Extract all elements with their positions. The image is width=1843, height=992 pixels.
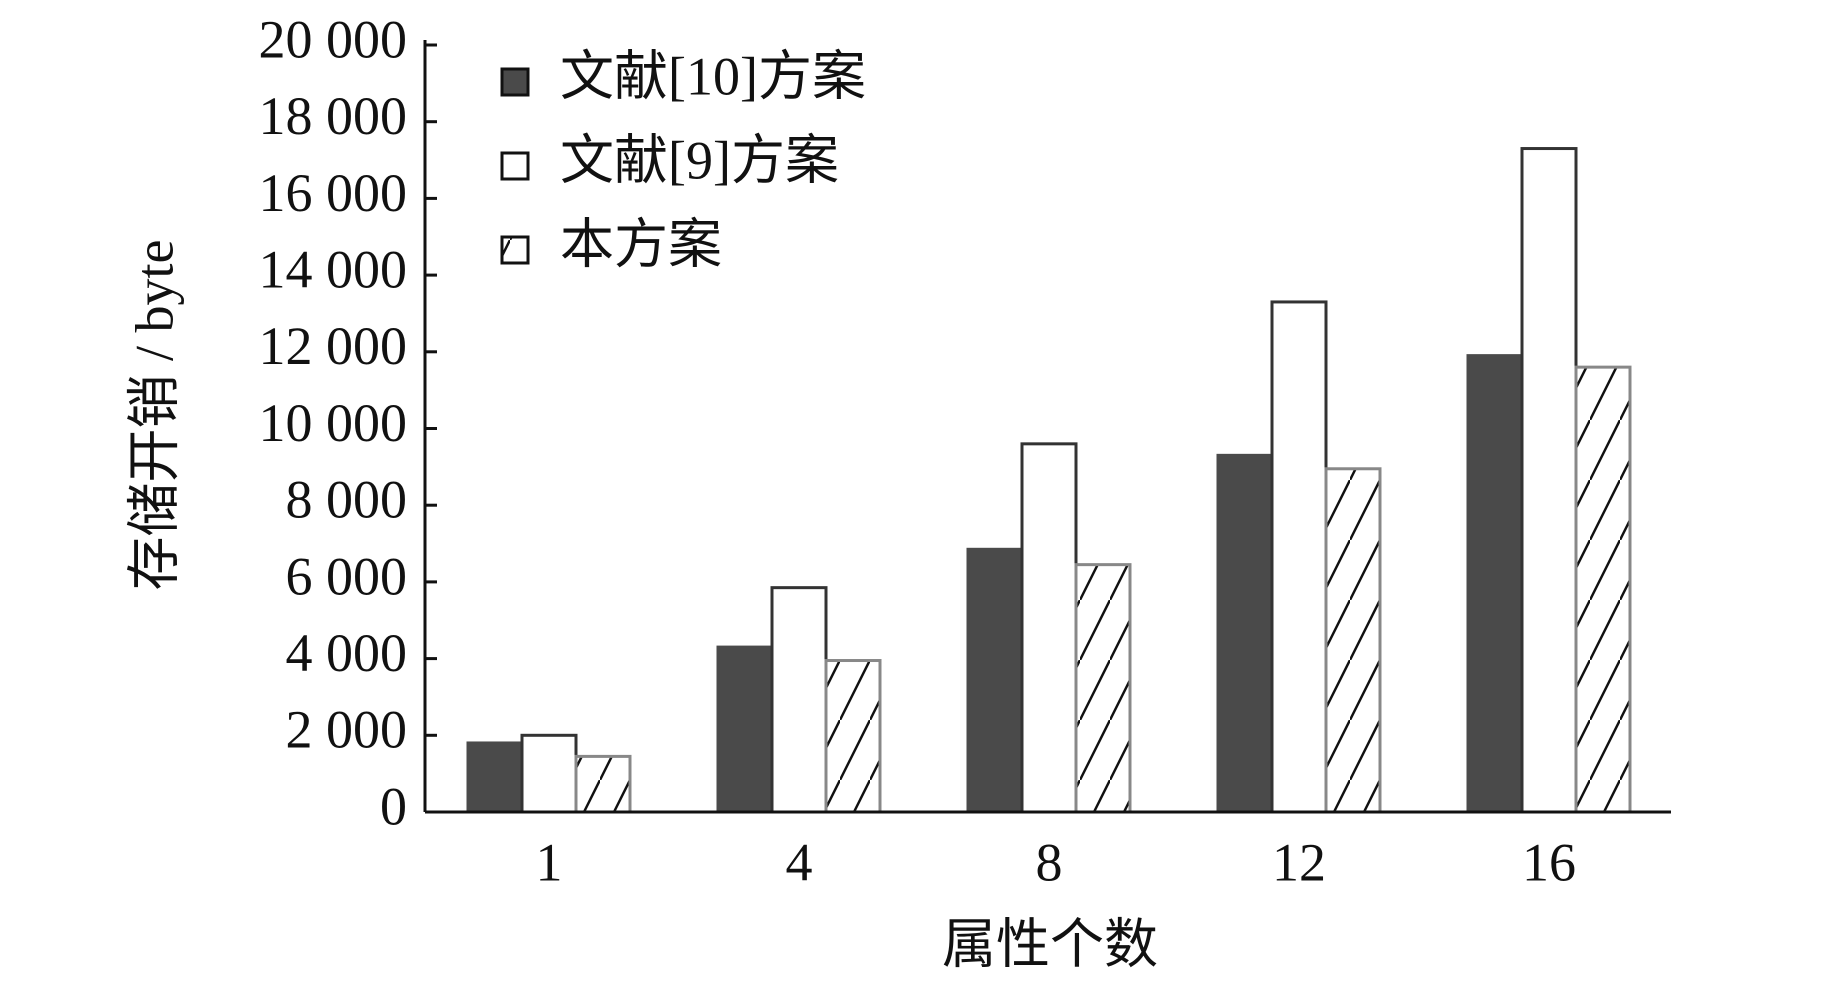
legend-marker xyxy=(500,235,530,265)
x-tick-label: 16 xyxy=(1522,832,1576,892)
bar xyxy=(966,547,1024,814)
legend-marker xyxy=(500,151,530,181)
y-tick-label: 10 000 xyxy=(259,393,408,453)
y-tick-label: 4 000 xyxy=(286,623,408,683)
y-tick-label: 16 000 xyxy=(259,163,408,223)
bar xyxy=(1574,365,1632,814)
bar xyxy=(1074,563,1132,814)
y-tick-label: 8 000 xyxy=(286,470,408,530)
bar xyxy=(716,645,774,814)
y-tick-label: 14 000 xyxy=(259,239,408,299)
bar xyxy=(770,586,828,814)
y-tick-label: 12 000 xyxy=(259,316,408,376)
y-tick-label: 0 xyxy=(380,776,407,836)
x-tick-label: 8 xyxy=(1036,832,1063,892)
bar xyxy=(1466,354,1524,814)
legend-label: 文献[10]方案 xyxy=(560,46,866,106)
bar xyxy=(574,754,632,814)
y-tick-label: 6 000 xyxy=(286,546,408,606)
x-tick-label: 4 xyxy=(786,832,813,892)
bar xyxy=(1324,467,1382,814)
bar xyxy=(824,659,882,814)
bar xyxy=(1216,453,1274,814)
bar xyxy=(1520,147,1578,814)
bar xyxy=(466,741,524,814)
y-axis-label: 存储开销 / byte xyxy=(124,240,184,591)
legend-label: 文献[9]方案 xyxy=(560,130,839,190)
x-tick-label: 12 xyxy=(1272,832,1326,892)
legend-label: 本方案 xyxy=(560,214,722,274)
y-tick-label: 2 000 xyxy=(286,700,408,760)
y-tick-label: 20 000 xyxy=(259,9,408,69)
x-axis-label: 属性个数 xyxy=(942,914,1158,974)
bar xyxy=(520,733,578,814)
legend-marker xyxy=(500,67,530,97)
bar xyxy=(1020,442,1078,814)
y-tick-label: 18 000 xyxy=(259,86,408,146)
x-tick-label: 1 xyxy=(536,832,563,892)
bar xyxy=(1270,300,1328,814)
